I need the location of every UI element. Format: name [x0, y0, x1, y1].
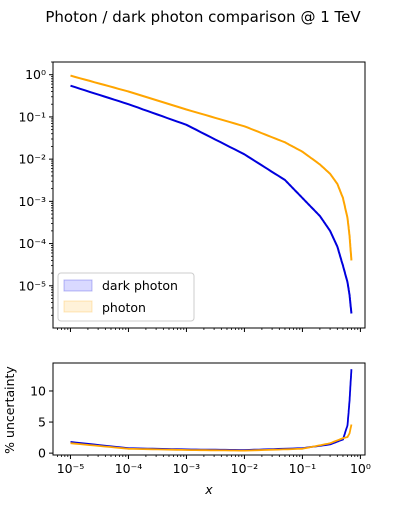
main-y-tick-label: 10⁻² [18, 152, 46, 167]
ratio-x-tick-label: 10⁻² [231, 461, 259, 476]
ratio-y-tick-label: 5 [38, 415, 46, 430]
main-y-tick-label: 10⁻³ [18, 194, 46, 209]
ratio-plot-frame [52, 362, 366, 456]
ratio-series-line-dark-photon [70, 369, 353, 451]
ratio-y-tick-label: 0 [38, 446, 46, 461]
ratio-y-tick-label: 10 [30, 383, 46, 398]
legend-label-dark-photon: dark photon [102, 278, 178, 293]
legend: dark photon photon [57, 272, 195, 322]
main-y-tick-label: 10⁻¹ [18, 109, 46, 124]
ratio-x-tick-label: 10⁰ [350, 461, 371, 476]
ratio-y-ticks: 0 5 10 [30, 383, 53, 461]
ratio-panel: 0 5 10 10⁻⁵ 10⁻⁴ 10⁻³ 10⁻² 10⁻¹ 10⁰ x % uncerta… [2, 362, 371, 497]
main-plot-frame [52, 61, 366, 329]
x-axis-label: x [204, 482, 213, 497]
main-series-line-photon [70, 74, 353, 261]
main-x-ticks [57, 328, 361, 332]
ratio-series [70, 369, 353, 452]
ratio-x-ticks: 10⁻⁵ 10⁻⁴ 10⁻³ 10⁻² 10⁻¹ 10⁰ [57, 455, 371, 476]
ratio-x-tick-label: 10⁻³ [173, 461, 201, 476]
main-series-line-dark-photon [70, 84, 353, 314]
legend-swatch-photon [63, 300, 93, 313]
ratio-series-line-photon [70, 424, 353, 452]
ratio-x-tick-label: 10⁻⁵ [57, 461, 85, 476]
main-y-ticks: 10⁻⁵ 10⁻⁴ 10⁻³ 10⁻² 10⁻¹ 10⁰ [18, 61, 53, 316]
chart-title: Photon / dark photon comparison @ 1 TeV [45, 8, 361, 26]
ratio-x-tick-label: 10⁻¹ [289, 461, 317, 476]
ratio-x-tick-label: 10⁻⁴ [115, 461, 143, 476]
main-series [70, 74, 353, 314]
y-axis-label: % uncertainty [2, 366, 17, 454]
main-y-tick-label: 10⁻⁵ [18, 278, 46, 293]
main-y-tick-label: 10⁰ [25, 67, 46, 82]
main-y-tick-label: 10⁻⁴ [18, 236, 46, 251]
legend-swatch-dark-photon [63, 279, 93, 292]
legend-box [57, 272, 195, 322]
legend-label-photon: photon [102, 300, 146, 315]
main-panel: 10⁻⁵ 10⁻⁴ 10⁻³ 10⁻² 10⁻¹ 10⁰ dark photon phot… [18, 61, 366, 332]
